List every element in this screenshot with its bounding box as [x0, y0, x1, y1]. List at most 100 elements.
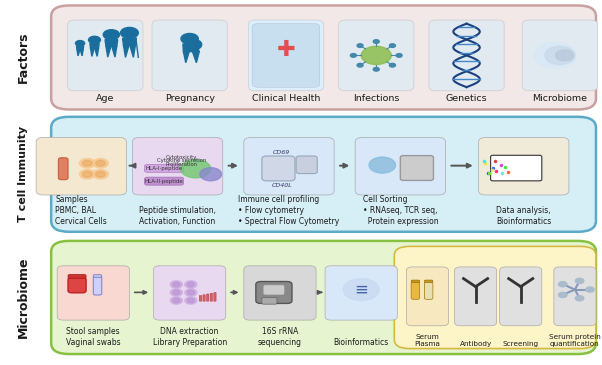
Circle shape — [104, 30, 119, 39]
Circle shape — [576, 296, 584, 301]
Circle shape — [170, 289, 182, 296]
FancyBboxPatch shape — [248, 20, 324, 91]
Text: Screening: Screening — [503, 342, 539, 347]
FancyBboxPatch shape — [199, 295, 202, 301]
Circle shape — [96, 160, 105, 166]
Circle shape — [82, 160, 92, 166]
Text: Bioinformatics: Bioinformatics — [334, 338, 389, 347]
Text: Cytokine secretion: Cytokine secretion — [157, 158, 206, 163]
Circle shape — [559, 292, 567, 297]
Circle shape — [181, 160, 211, 178]
Circle shape — [173, 282, 180, 287]
Text: HLA-II·peptide: HLA-II·peptide — [145, 178, 184, 184]
Polygon shape — [90, 43, 99, 48]
FancyBboxPatch shape — [51, 5, 596, 109]
Circle shape — [396, 54, 402, 57]
FancyBboxPatch shape — [523, 20, 597, 91]
Circle shape — [200, 168, 222, 181]
Circle shape — [534, 43, 576, 68]
FancyBboxPatch shape — [51, 241, 596, 354]
Circle shape — [576, 278, 584, 284]
FancyBboxPatch shape — [256, 281, 292, 303]
FancyBboxPatch shape — [154, 266, 226, 320]
Polygon shape — [95, 47, 99, 56]
FancyBboxPatch shape — [68, 277, 86, 293]
FancyBboxPatch shape — [144, 164, 184, 172]
FancyBboxPatch shape — [36, 138, 126, 195]
Circle shape — [79, 169, 95, 179]
Text: 16S rRNA
sequencing: 16S rRNA sequencing — [258, 327, 302, 347]
Circle shape — [361, 46, 391, 65]
Circle shape — [187, 282, 194, 287]
Text: Factors: Factors — [16, 32, 29, 83]
FancyBboxPatch shape — [262, 156, 295, 181]
Circle shape — [88, 36, 101, 43]
Circle shape — [96, 171, 105, 177]
FancyBboxPatch shape — [244, 266, 316, 320]
Text: ✚: ✚ — [277, 40, 295, 60]
FancyBboxPatch shape — [411, 282, 420, 299]
Circle shape — [187, 290, 194, 295]
Circle shape — [170, 297, 182, 304]
FancyBboxPatch shape — [51, 117, 596, 232]
Polygon shape — [105, 39, 118, 46]
FancyBboxPatch shape — [479, 138, 569, 195]
Polygon shape — [80, 49, 83, 56]
Text: Immune cell profiling
• Flow cytometry
• Spectral Flow Cytometry: Immune cell profiling • Flow cytometry •… — [238, 195, 340, 226]
Text: CD69: CD69 — [273, 150, 290, 155]
FancyBboxPatch shape — [325, 266, 397, 320]
Ellipse shape — [191, 40, 202, 49]
FancyBboxPatch shape — [144, 177, 184, 185]
Text: Antibody: Antibody — [459, 342, 492, 347]
Circle shape — [545, 46, 575, 65]
Polygon shape — [129, 44, 135, 57]
FancyBboxPatch shape — [68, 274, 86, 278]
Text: Microbiome: Microbiome — [532, 94, 588, 103]
Text: Cytotoxicity: Cytotoxicity — [166, 154, 197, 160]
FancyBboxPatch shape — [58, 158, 68, 180]
Text: Infections: Infections — [353, 94, 400, 103]
FancyBboxPatch shape — [429, 20, 504, 91]
Text: HLA-I·peptide: HLA-I·peptide — [146, 166, 183, 171]
FancyBboxPatch shape — [424, 280, 433, 283]
Polygon shape — [123, 38, 136, 45]
Circle shape — [79, 158, 95, 168]
Text: Genetics: Genetics — [445, 94, 488, 103]
Text: T cell Immunity: T cell Immunity — [18, 126, 28, 222]
Text: ≡: ≡ — [354, 281, 368, 299]
Text: Peptide stimulation,
Activation, Function: Peptide stimulation, Activation, Functio… — [139, 206, 216, 226]
Text: DNA extraction
Library Preparation: DNA extraction Library Preparation — [152, 327, 227, 347]
Polygon shape — [123, 44, 129, 57]
Polygon shape — [183, 44, 199, 51]
FancyBboxPatch shape — [203, 295, 205, 301]
Circle shape — [187, 298, 194, 303]
Circle shape — [185, 289, 197, 296]
FancyBboxPatch shape — [491, 155, 542, 181]
FancyBboxPatch shape — [252, 24, 320, 87]
Text: Data analysis,
Bioinformatics: Data analysis, Bioinformatics — [496, 206, 551, 226]
FancyBboxPatch shape — [394, 246, 596, 349]
Text: Pregnancy: Pregnancy — [164, 94, 215, 103]
FancyBboxPatch shape — [263, 285, 285, 295]
Text: Stool samples
Vaginal swabs: Stool samples Vaginal swabs — [66, 327, 120, 347]
Circle shape — [389, 64, 396, 67]
Text: Proliferation: Proliferation — [165, 162, 197, 167]
Circle shape — [389, 44, 396, 47]
Circle shape — [93, 169, 108, 179]
FancyBboxPatch shape — [411, 280, 420, 283]
Circle shape — [357, 64, 363, 67]
FancyBboxPatch shape — [554, 267, 596, 326]
FancyBboxPatch shape — [152, 20, 228, 91]
Text: Cell Sorting
• RNAseq, TCR seq,
  Protein expression: Cell Sorting • RNAseq, TCR seq, Protein … — [362, 195, 438, 226]
FancyBboxPatch shape — [424, 282, 433, 299]
FancyBboxPatch shape — [210, 293, 213, 301]
FancyBboxPatch shape — [400, 155, 433, 180]
FancyBboxPatch shape — [338, 20, 414, 91]
Text: Serum
Plasma: Serum Plasma — [415, 334, 440, 347]
Circle shape — [173, 290, 180, 295]
Circle shape — [373, 68, 379, 71]
Circle shape — [556, 50, 574, 61]
FancyBboxPatch shape — [67, 20, 143, 91]
Circle shape — [185, 297, 197, 304]
Circle shape — [357, 44, 363, 47]
